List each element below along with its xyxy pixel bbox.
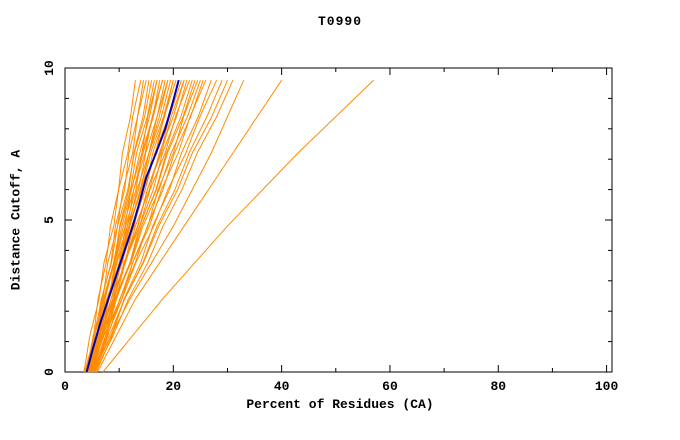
model-line — [90, 79, 185, 373]
model-line — [88, 80, 145, 373]
x-tick-label: 20 — [166, 379, 182, 394]
model-line — [86, 79, 191, 373]
model-line — [87, 80, 185, 373]
model-line — [83, 80, 142, 373]
model-line — [84, 80, 163, 373]
model-line — [91, 79, 228, 373]
model-line — [93, 79, 223, 373]
model-line — [91, 80, 169, 373]
x-tick-label: 100 — [595, 379, 619, 394]
model-line — [88, 79, 218, 373]
model-line — [95, 79, 212, 373]
x-tick-label: 0 — [61, 379, 69, 394]
model-line — [86, 80, 136, 373]
model-line — [91, 79, 245, 373]
y-tick-label: 0 — [42, 368, 57, 376]
x-tick-label: 80 — [490, 379, 506, 394]
model-line — [94, 79, 234, 373]
highlight-line — [85, 79, 180, 373]
model-line — [85, 80, 153, 373]
model-line — [92, 79, 204, 373]
y-tick-label: 10 — [42, 60, 57, 76]
chart-title: T0990 — [317, 14, 362, 29]
x-axis-label: Percent of Residues (CA) — [246, 397, 434, 412]
model-line — [102, 79, 375, 373]
y-tick-label: 5 — [42, 216, 57, 224]
model-line — [97, 79, 283, 373]
x-tick-label: 40 — [274, 379, 290, 394]
model-line — [87, 79, 201, 373]
x-tick-label: 60 — [382, 379, 398, 394]
model-line — [86, 80, 180, 373]
